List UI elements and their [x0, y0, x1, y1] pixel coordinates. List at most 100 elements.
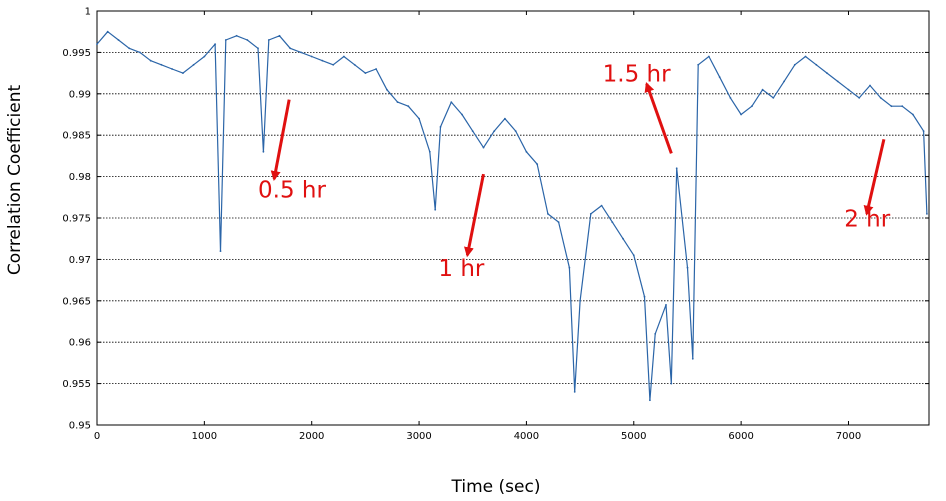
- data-point: [461, 113, 463, 116]
- data-point: [310, 55, 313, 58]
- data-point: [536, 163, 539, 166]
- annotation-label: 1.5 hr: [603, 61, 671, 87]
- data-point: [214, 43, 217, 45]
- data-point: [890, 105, 893, 108]
- data-point: [761, 88, 764, 91]
- data-point: [557, 221, 560, 224]
- annotation-label: 0.5 hr: [258, 177, 326, 203]
- data-point: [203, 55, 206, 58]
- data-point: [547, 213, 549, 215]
- data-point: [353, 63, 356, 66]
- data-point: [386, 88, 388, 91]
- data-point: [869, 84, 871, 87]
- data-point: [632, 254, 635, 257]
- data-point: [396, 101, 399, 103]
- annotation-arrow: [464, 173, 485, 258]
- x-tick-label: 2000: [299, 431, 324, 442]
- data-point: [686, 266, 689, 269]
- data-point: [434, 208, 437, 211]
- annotation-arrow: [270, 99, 291, 182]
- data-point: [332, 63, 335, 66]
- data-point: [879, 97, 882, 99]
- data-point: [128, 47, 131, 50]
- annotation-arrow: [644, 81, 673, 154]
- data-point: [665, 304, 667, 306]
- data-point: [729, 97, 732, 99]
- data-point: [450, 101, 453, 103]
- data-point: [192, 63, 195, 66]
- x-tick-label: 1000: [192, 431, 217, 442]
- data-point: [525, 150, 528, 153]
- gridlines: [97, 52, 929, 385]
- series-layer: [96, 30, 928, 402]
- data-point: [267, 39, 270, 41]
- data-point: [257, 47, 259, 50]
- y-tick-label: 0.98: [69, 172, 91, 183]
- data-point: [364, 72, 367, 74]
- data-point: [751, 105, 753, 108]
- data-point: [815, 63, 818, 66]
- data-point: [675, 167, 678, 170]
- data-point: [471, 130, 474, 133]
- x-tick-label: 6000: [728, 431, 753, 442]
- annotation-arrow: [863, 139, 886, 216]
- data-point: [482, 146, 485, 149]
- data-point: [643, 295, 646, 298]
- data-point: [224, 39, 227, 41]
- data-point: [407, 105, 410, 108]
- data-point: [289, 47, 292, 50]
- data-point: [654, 333, 657, 335]
- data-point: [600, 204, 603, 207]
- data-point: [219, 250, 222, 253]
- data-point: [697, 63, 700, 66]
- data-point: [589, 213, 592, 215]
- x-tick-label: 3000: [406, 431, 431, 442]
- x-tick-label: 4000: [514, 431, 539, 442]
- data-point: [428, 150, 431, 153]
- data-point: [622, 237, 624, 240]
- data-point: [670, 382, 673, 385]
- x-tick-label: 0: [94, 431, 100, 442]
- data-point: [278, 34, 281, 37]
- annotation-label: 2 hr: [844, 206, 891, 232]
- data-point: [139, 51, 141, 54]
- y-tick-label: 0.965: [62, 296, 91, 307]
- data-point: [262, 150, 265, 153]
- data-point: [343, 55, 345, 58]
- data-point: [718, 76, 721, 79]
- data-point: [246, 39, 249, 41]
- data-point: [922, 130, 925, 133]
- axis-ticks: 0.95 0.955 0.96 0.965 0.97 0.975 0.98 0.985 0.99…: [62, 7, 929, 442]
- data-point: [514, 130, 517, 133]
- data-point: [300, 51, 302, 54]
- x-tick-label: 5000: [621, 431, 646, 442]
- data-point: [106, 30, 109, 33]
- series-line: [96, 31, 928, 401]
- data-point: [439, 126, 442, 128]
- data-point: [740, 113, 742, 116]
- data-point: [321, 59, 324, 62]
- y-tick-label: 0.985: [62, 131, 91, 142]
- data-point: [573, 391, 576, 393]
- y-axis-title: Correlation Coefficient: [5, 85, 25, 276]
- data-point: [160, 63, 163, 66]
- data-point: [235, 34, 238, 37]
- data-point: [504, 117, 506, 120]
- data-point: [858, 97, 861, 99]
- y-tick-label: 1: [85, 7, 91, 18]
- data-point: [493, 130, 496, 133]
- data-point: [96, 43, 98, 45]
- data-point: [149, 59, 152, 62]
- data-point: [649, 399, 651, 402]
- data-point: [772, 97, 775, 99]
- data-point: [375, 68, 377, 70]
- data-point: [171, 68, 174, 70]
- annotation-label: 1 hr: [438, 256, 485, 282]
- y-tick-label: 0.975: [62, 214, 91, 225]
- x-axis-title: Time (sec): [451, 477, 541, 497]
- y-tick-label: 0.99: [69, 89, 91, 100]
- annotations: 0.5 hr 1 hr 1.5 hr 2 hr: [258, 61, 891, 282]
- x-tick-label: 7000: [836, 431, 861, 442]
- data-point: [836, 80, 839, 83]
